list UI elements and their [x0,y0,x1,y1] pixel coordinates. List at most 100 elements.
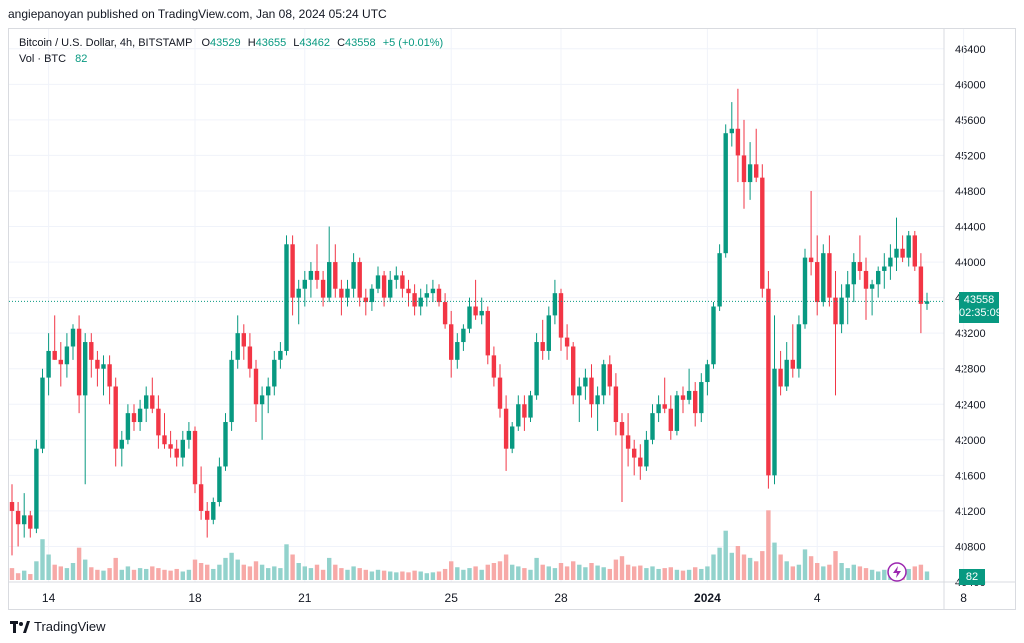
volume-bar [351,566,356,580]
candle-body [40,377,45,449]
candle-body [369,288,375,303]
candle-body [693,390,698,414]
volume-bar [680,570,686,580]
volume-bar [595,565,600,580]
candle-body [772,368,777,476]
y-tick-label: 43200 [955,328,986,340]
candle-body [357,262,362,298]
volume-bar [34,561,39,580]
volume-bar [906,568,911,580]
candle-body [442,302,448,325]
volume-bar [302,566,307,580]
candle-body [924,301,930,304]
volume-bar [668,567,673,580]
y-tick-label: 45600 [955,115,986,127]
candle-body [296,288,301,298]
volume-bar [766,510,771,580]
volume-bar [406,572,411,580]
volume-bar [729,552,734,580]
candle-body [363,297,368,303]
volume-bar [723,530,728,580]
volume-bar [747,557,753,580]
candle-body [711,306,716,365]
volume-bar [333,564,338,580]
candle-body [821,253,826,303]
volume-bar [479,569,484,580]
y-tick-label: 46000 [955,79,986,91]
chart-area[interactable]: 4040040800412004160042000424004280043200… [8,28,1016,610]
candle-body [857,262,863,271]
volume-bar [205,564,210,580]
volume-bar [375,569,381,580]
candle-body [351,262,356,289]
candle-body [619,422,625,436]
candle-body [235,333,240,360]
candle-body [412,293,417,307]
volume-bar [290,554,295,580]
legend-low-value: 43462 [299,37,331,49]
volume-bar [705,566,710,580]
volume-bar [168,570,173,580]
candle-body [491,355,497,378]
price-chart[interactable]: 4040040800412004160042000424004280043200… [9,29,1015,609]
candle-body [540,342,545,351]
candle-body [796,324,802,369]
candle-body [650,413,655,440]
volume-bar [296,563,301,580]
volume-bar [918,564,924,580]
volume-bar [607,568,612,580]
candle-body [815,262,820,303]
y-tick-label: 44800 [955,186,986,198]
volume-bar [815,563,820,580]
candle-body [894,248,899,258]
candle-body [839,297,844,325]
x-tick-label: 8 [960,591,967,605]
y-tick-label: 44000 [955,257,986,269]
candle-body [589,377,594,405]
candle-body [503,408,509,449]
volume-bar [278,568,283,580]
candle-body [272,359,277,387]
legend-volume-label[interactable]: Vol · BTC [19,53,67,65]
legend-symbol[interactable]: Bitcoin / U.S. Dollar, 4h, BITSTAMP [19,37,193,49]
volume-bar [40,539,45,580]
published-text: angiepanoyan published on TradingView.co… [8,7,387,21]
candle-body [467,306,472,329]
volume-bar [174,568,179,580]
x-tick-label: 18 [188,591,202,605]
volume-bar [101,570,106,580]
volume-bar [686,569,692,580]
candle-body [345,288,350,298]
candle-body [876,270,881,285]
volume-bar [760,551,765,580]
candle-body [101,364,106,369]
volume-bar [400,571,405,580]
candle-body [186,430,192,440]
volume-bar [320,569,326,580]
volume-bar [601,567,606,580]
candle-body [802,257,808,325]
volume-bar [198,563,204,580]
x-tick-label: 4 [814,591,821,605]
candle-body [833,297,838,325]
candle-body [882,266,887,271]
volume-bar [784,561,789,580]
volume-bar [522,568,527,580]
volume-bar [510,564,515,580]
candle-body [192,430,198,485]
footer-brand[interactable]: TradingView [10,618,106,638]
candle-body [497,377,503,409]
volume-bar [638,565,643,580]
candle-body [131,413,137,423]
candle-body [174,448,179,458]
volume-bar [424,573,429,580]
volume-bar [259,564,265,580]
volume-bar [394,572,399,580]
candle-body [723,133,728,254]
candle-body [229,359,234,423]
candle-body [107,364,112,387]
volume-bar [211,568,216,580]
volume-bar [162,569,167,580]
volume-bar [461,569,466,580]
candle-body [217,466,222,503]
